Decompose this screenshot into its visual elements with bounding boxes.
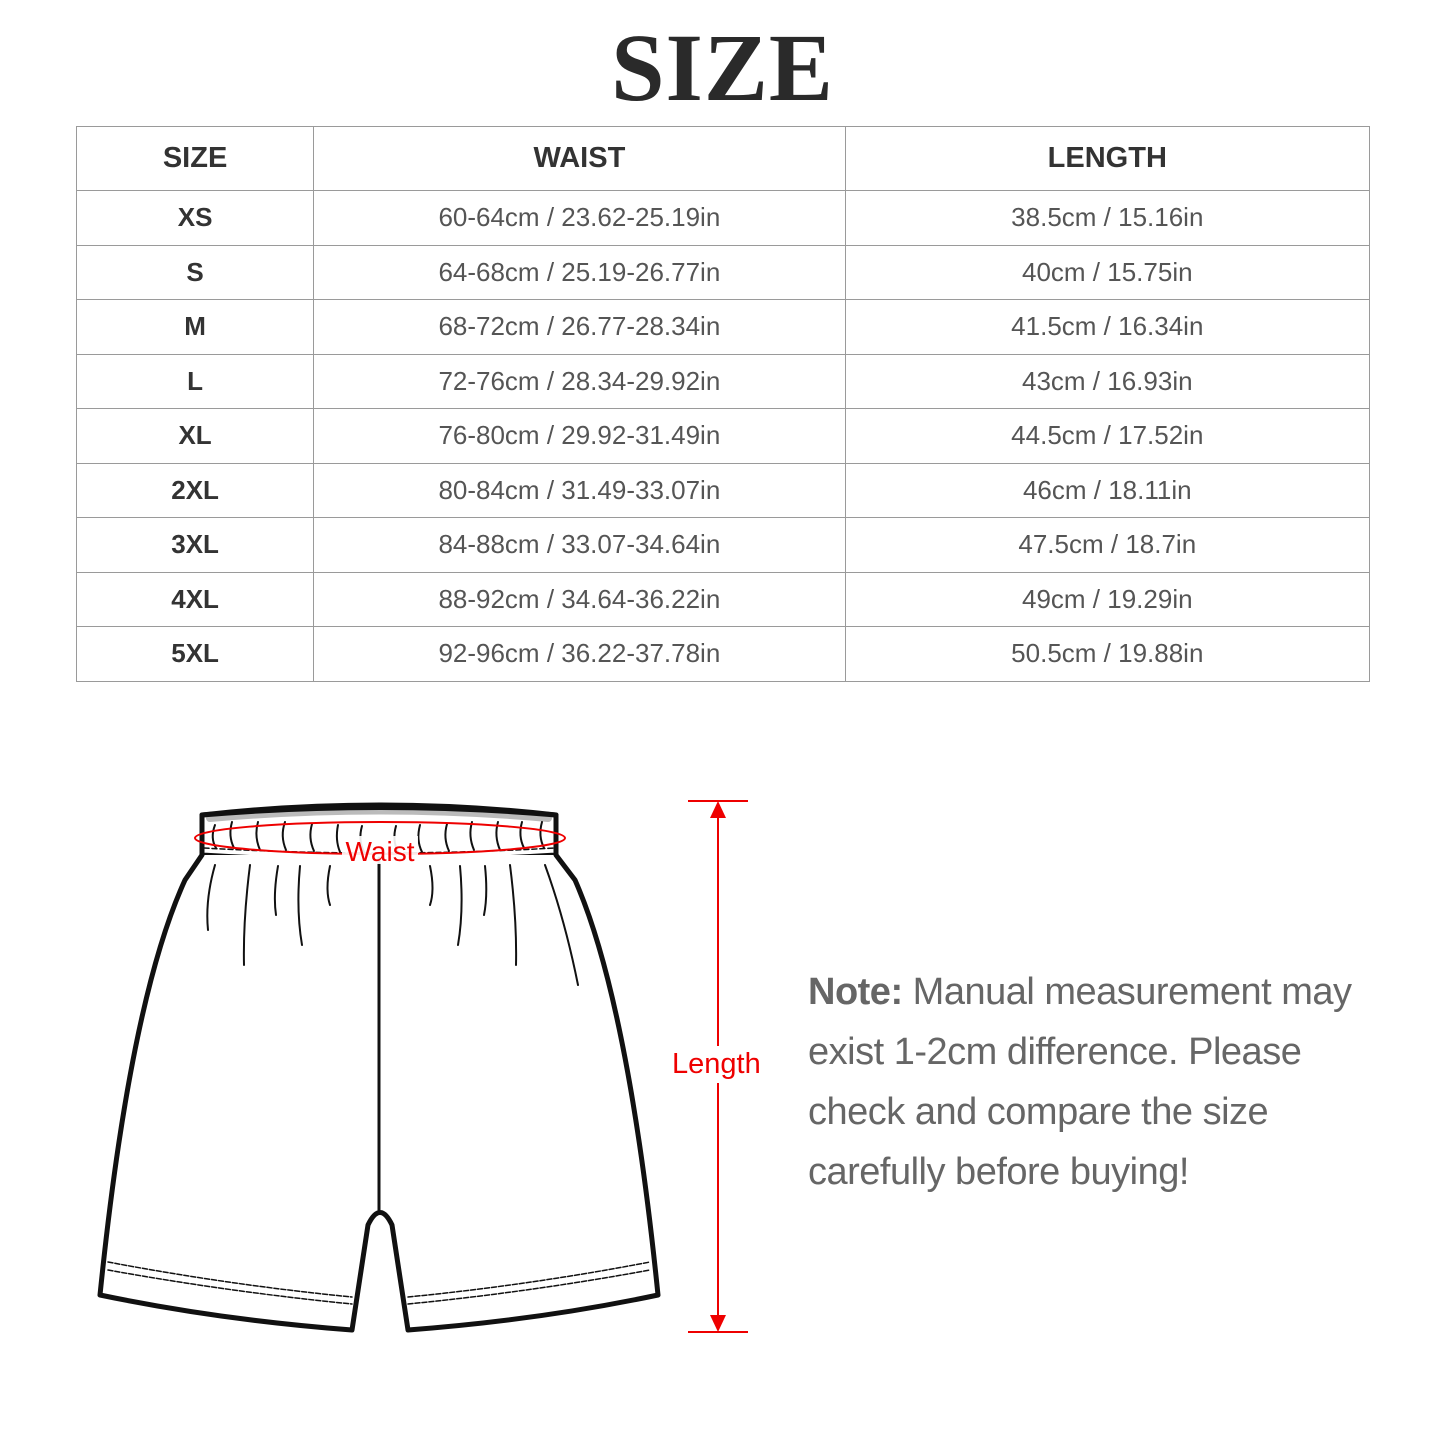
cell-length: 43cm / 16.93in xyxy=(844,353,1371,409)
header-length: LENGTH xyxy=(844,126,1371,191)
note-label: Note: xyxy=(808,971,903,1013)
cell-waist: 92-96cm / 36.22-37.78in xyxy=(313,626,846,682)
cell-size: M xyxy=(75,299,315,355)
cell-waist: 84-88cm / 33.07-34.64in xyxy=(313,517,846,573)
cell-length: 50.5cm / 19.88in xyxy=(844,626,1371,682)
waist-label: Waist xyxy=(346,836,415,867)
cell-size: L xyxy=(75,353,315,409)
cell-waist: 72-76cm / 28.34-29.92in xyxy=(313,353,846,409)
note: Note: Manual measurement may exist 1-2cm… xyxy=(808,962,1368,1202)
table-row: S 64-68cm / 25.19-26.77in 40cm / 15.75in xyxy=(75,244,1371,300)
cell-waist: 80-84cm / 31.49-33.07in xyxy=(313,462,846,518)
cell-length: 41.5cm / 16.34in xyxy=(844,299,1371,355)
cell-length: 44.5cm / 17.52in xyxy=(844,408,1371,464)
cell-waist: 64-68cm / 25.19-26.77in xyxy=(313,244,846,300)
cell-waist: 60-64cm / 23.62-25.19in xyxy=(313,190,846,246)
cell-length: 46cm / 18.11in xyxy=(844,462,1371,518)
table-header-row: SIZE WAIST LENGTH xyxy=(75,126,1371,191)
table-row: XL 76-80cm / 29.92-31.49in 44.5cm / 17.52i… xyxy=(75,408,1371,464)
cell-size: XS xyxy=(75,190,315,246)
header-waist: WAIST xyxy=(313,126,846,191)
table-row: 2XL 80-84cm / 31.49-33.07in 46cm / 18.11in xyxy=(75,462,1371,518)
size-table: SIZE WAIST LENGTH XS 60-64cm / 23.62-25.1… xyxy=(75,126,1371,682)
table-row: 3XL 84-88cm / 33.07-34.64in 47.5cm / 18.7i… xyxy=(75,517,1371,573)
table-row: XS 60-64cm / 23.62-25.19in 38.5cm / 15.16i… xyxy=(75,190,1371,246)
table-row: 5XL 92-96cm / 36.22-37.78in 50.5cm / 19.88… xyxy=(75,626,1371,682)
table-row: 4XL 88-92cm / 34.64-36.22in 49cm / 19.29in xyxy=(75,571,1371,627)
header-size: SIZE xyxy=(75,126,315,191)
cell-length: 38.5cm / 15.16in xyxy=(844,190,1371,246)
page-title: SIZE xyxy=(611,14,834,121)
length-label: Length xyxy=(668,1046,765,1083)
table-row: L 72-76cm / 28.34-29.92in 43cm / 16.93in xyxy=(75,353,1371,409)
note-text: Manual measurement may exist 1-2cm diffe… xyxy=(808,971,1352,1193)
cell-waist: 76-80cm / 29.92-31.49in xyxy=(313,408,846,464)
cell-waist: 88-92cm / 34.64-36.22in xyxy=(313,571,846,627)
